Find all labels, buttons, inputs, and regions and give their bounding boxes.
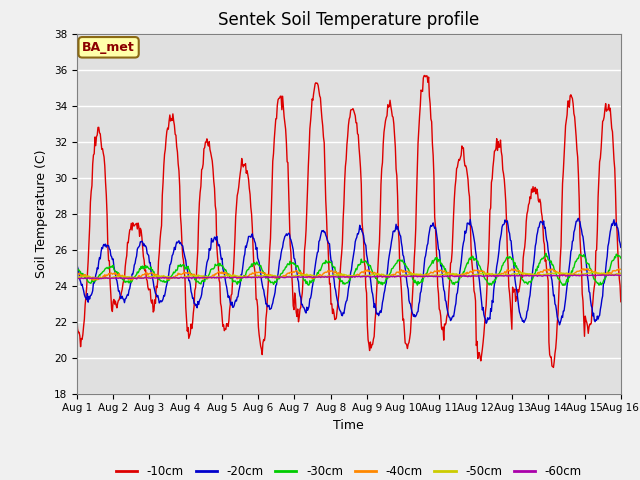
-20cm bbox=[431, 226, 438, 231]
-60cm bbox=[223, 275, 231, 280]
-20cm bbox=[556, 322, 563, 328]
-30cm bbox=[415, 281, 422, 287]
Text: BA_met: BA_met bbox=[82, 41, 135, 54]
-30cm bbox=[73, 266, 81, 272]
-60cm bbox=[140, 276, 147, 281]
Line: -50cm: -50cm bbox=[77, 272, 621, 278]
-40cm bbox=[83, 275, 90, 280]
-10cm bbox=[73, 314, 81, 320]
-40cm bbox=[583, 266, 591, 272]
Line: -30cm: -30cm bbox=[77, 253, 621, 285]
-20cm bbox=[194, 299, 202, 304]
Title: Sentek Soil Temperature profile: Sentek Soil Temperature profile bbox=[218, 11, 479, 29]
-10cm bbox=[223, 321, 230, 326]
-20cm bbox=[83, 297, 90, 302]
-40cm bbox=[617, 266, 625, 272]
-30cm bbox=[542, 251, 550, 256]
-10cm bbox=[194, 247, 202, 252]
-10cm bbox=[617, 299, 625, 305]
-60cm bbox=[195, 274, 202, 280]
-30cm bbox=[559, 282, 567, 288]
-60cm bbox=[617, 272, 625, 278]
-20cm bbox=[139, 240, 147, 245]
-50cm bbox=[588, 269, 596, 275]
-20cm bbox=[617, 244, 625, 250]
Line: -20cm: -20cm bbox=[77, 218, 621, 325]
-50cm bbox=[195, 272, 202, 278]
-60cm bbox=[83, 276, 90, 281]
-10cm bbox=[431, 223, 439, 229]
Y-axis label: Soil Temperature (C): Soil Temperature (C) bbox=[35, 149, 48, 278]
-60cm bbox=[612, 272, 620, 277]
X-axis label: Time: Time bbox=[333, 419, 364, 432]
-10cm bbox=[415, 126, 422, 132]
-50cm bbox=[140, 275, 147, 281]
-20cm bbox=[575, 216, 582, 221]
-40cm bbox=[73, 272, 81, 277]
-50cm bbox=[223, 273, 231, 279]
-30cm bbox=[431, 257, 438, 263]
-30cm bbox=[617, 255, 625, 261]
-60cm bbox=[73, 276, 81, 281]
-50cm bbox=[431, 272, 439, 278]
-10cm bbox=[550, 364, 557, 370]
-60cm bbox=[431, 274, 439, 279]
Line: -10cm: -10cm bbox=[77, 75, 621, 367]
-30cm bbox=[139, 263, 147, 269]
-40cm bbox=[195, 275, 202, 280]
-40cm bbox=[140, 272, 147, 277]
-50cm bbox=[416, 272, 424, 277]
-20cm bbox=[223, 284, 230, 289]
-20cm bbox=[73, 261, 81, 266]
-60cm bbox=[416, 274, 424, 279]
-50cm bbox=[617, 270, 625, 276]
-20cm bbox=[415, 301, 422, 307]
-40cm bbox=[127, 277, 135, 283]
-60cm bbox=[132, 276, 140, 282]
-50cm bbox=[73, 275, 81, 281]
-40cm bbox=[223, 272, 231, 277]
-30cm bbox=[194, 278, 202, 284]
-50cm bbox=[101, 276, 109, 281]
Line: -60cm: -60cm bbox=[77, 275, 621, 279]
-50cm bbox=[83, 273, 90, 279]
-30cm bbox=[223, 270, 230, 276]
-10cm bbox=[421, 72, 429, 78]
-40cm bbox=[416, 272, 424, 278]
-40cm bbox=[431, 268, 439, 274]
-10cm bbox=[139, 244, 147, 250]
Line: -40cm: -40cm bbox=[77, 269, 621, 280]
-30cm bbox=[83, 276, 90, 282]
-10cm bbox=[83, 285, 90, 290]
Legend: -10cm, -20cm, -30cm, -40cm, -50cm, -60cm: -10cm, -20cm, -30cm, -40cm, -50cm, -60cm bbox=[111, 461, 586, 480]
